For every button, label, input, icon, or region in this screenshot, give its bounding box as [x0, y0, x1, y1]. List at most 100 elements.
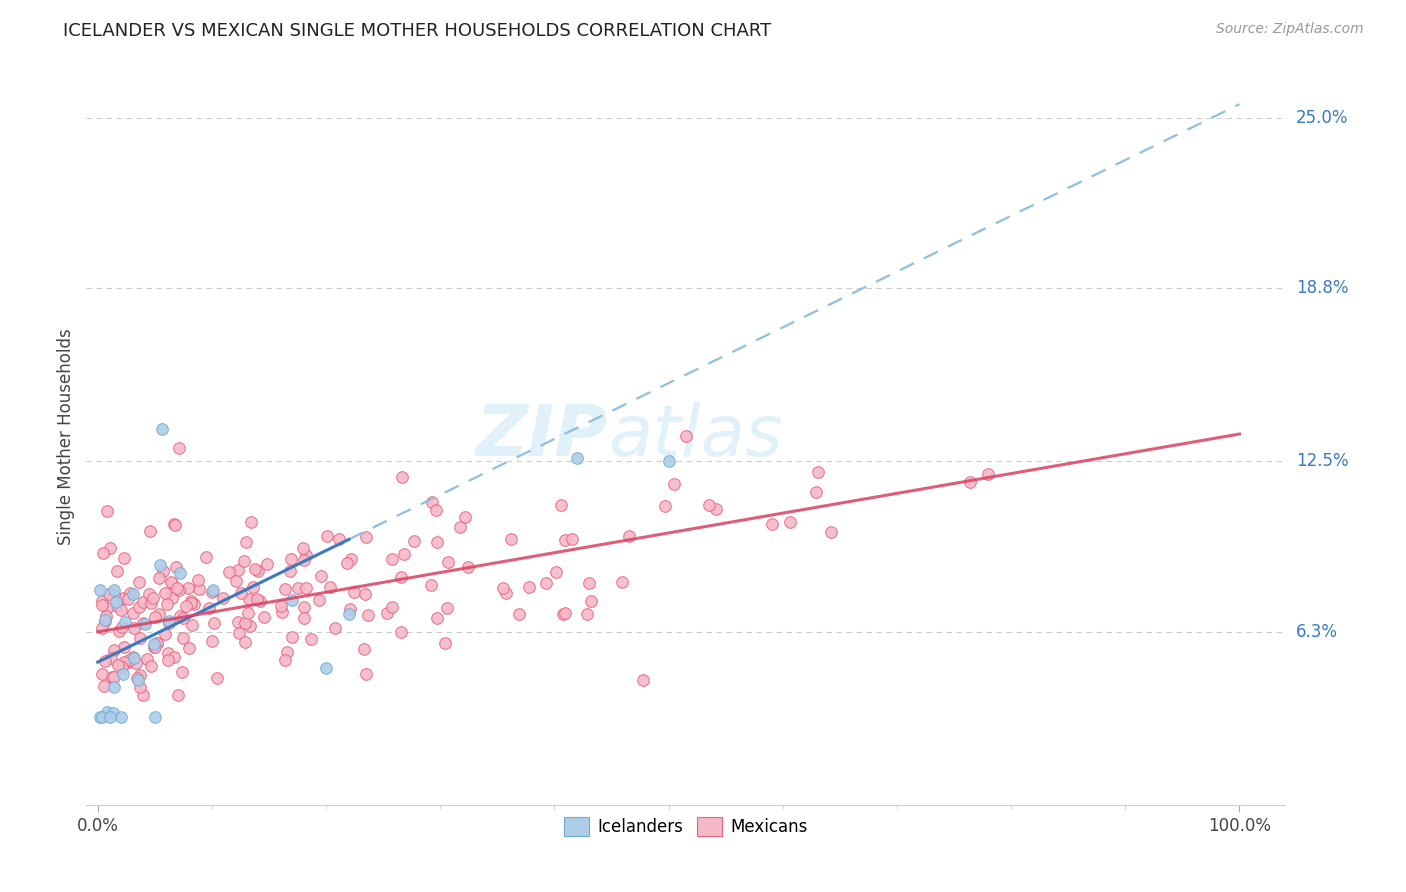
- Point: [104, 595, 127, 609]
- Point: [111, 620, 134, 634]
- Legend: Icelanders, Mexicans: Icelanders, Mexicans: [555, 809, 815, 845]
- Point: [436, 600, 458, 615]
- Point: [274, 582, 297, 596]
- Point: [103, 643, 125, 657]
- Text: atlas: atlas: [607, 402, 782, 471]
- Point: [101, 706, 124, 721]
- Point: [225, 574, 247, 588]
- Point: [138, 587, 160, 601]
- Point: [181, 618, 204, 632]
- Point: [323, 621, 346, 635]
- Point: [287, 581, 309, 595]
- Point: [420, 495, 443, 509]
- Point: [148, 571, 170, 585]
- Point: [197, 600, 219, 615]
- Point: [425, 503, 447, 517]
- Point: [319, 580, 342, 594]
- Point: [389, 569, 412, 583]
- Point: [180, 593, 202, 607]
- Point: [93, 613, 115, 627]
- Point: [201, 584, 224, 599]
- Point: [149, 558, 172, 573]
- Point: [122, 587, 145, 601]
- Point: [165, 518, 187, 533]
- Point: [150, 422, 173, 436]
- Point: [534, 576, 557, 591]
- Point: [129, 681, 152, 695]
- Point: [977, 467, 1000, 481]
- Point: [356, 667, 378, 681]
- Point: [256, 558, 278, 572]
- Point: [107, 657, 129, 672]
- Point: [163, 517, 186, 532]
- Point: [454, 510, 477, 524]
- Point: [426, 534, 449, 549]
- Point: [662, 477, 685, 491]
- Point: [167, 688, 190, 702]
- Point: [169, 608, 191, 623]
- Point: [567, 450, 589, 465]
- Point: [177, 581, 200, 595]
- Point: [354, 587, 377, 601]
- Point: [152, 564, 174, 578]
- Point: [121, 606, 143, 620]
- Point: [820, 525, 842, 540]
- Point: [172, 665, 194, 679]
- Point: [675, 429, 697, 443]
- Point: [167, 442, 190, 456]
- Point: [697, 498, 720, 512]
- Point: [242, 580, 264, 594]
- Point: [281, 630, 304, 644]
- Text: 12.5%: 12.5%: [1296, 452, 1348, 470]
- Point: [139, 524, 162, 538]
- Point: [339, 552, 361, 566]
- Point: [91, 546, 114, 560]
- Point: [165, 560, 187, 574]
- Point: [292, 541, 315, 555]
- Point: [239, 619, 262, 633]
- Point: [128, 575, 150, 590]
- Point: [339, 602, 361, 616]
- Point: [202, 615, 225, 630]
- Point: [166, 581, 188, 595]
- Point: [91, 594, 114, 608]
- Point: [112, 655, 135, 669]
- Point: [381, 551, 404, 566]
- Point: [100, 669, 122, 683]
- Point: [226, 615, 249, 630]
- Point: [807, 466, 830, 480]
- Point: [127, 673, 149, 688]
- Point: [389, 625, 412, 640]
- Point: [108, 624, 131, 639]
- Point: [143, 640, 166, 654]
- Point: [132, 616, 155, 631]
- Point: [437, 556, 460, 570]
- Point: [187, 582, 209, 597]
- Point: [89, 710, 111, 724]
- Point: [276, 644, 298, 658]
- Point: [174, 599, 197, 614]
- Point: [336, 556, 359, 570]
- Point: [118, 586, 141, 600]
- Point: [353, 642, 375, 657]
- Point: [105, 564, 128, 578]
- Point: [96, 609, 118, 624]
- Point: [131, 594, 153, 608]
- Point: [148, 607, 170, 621]
- Point: [139, 596, 162, 610]
- Point: [118, 653, 141, 667]
- Point: [492, 581, 515, 595]
- Point: [292, 611, 315, 625]
- Point: [309, 569, 332, 583]
- Point: [125, 672, 148, 686]
- Point: [249, 594, 271, 608]
- Point: [247, 564, 270, 578]
- Point: [110, 603, 132, 617]
- Text: 6.3%: 6.3%: [1296, 623, 1339, 640]
- Point: [134, 617, 156, 632]
- Point: [238, 591, 260, 606]
- Point: [576, 607, 599, 621]
- Point: [94, 654, 117, 668]
- Point: [98, 541, 121, 555]
- Point: [96, 600, 118, 615]
